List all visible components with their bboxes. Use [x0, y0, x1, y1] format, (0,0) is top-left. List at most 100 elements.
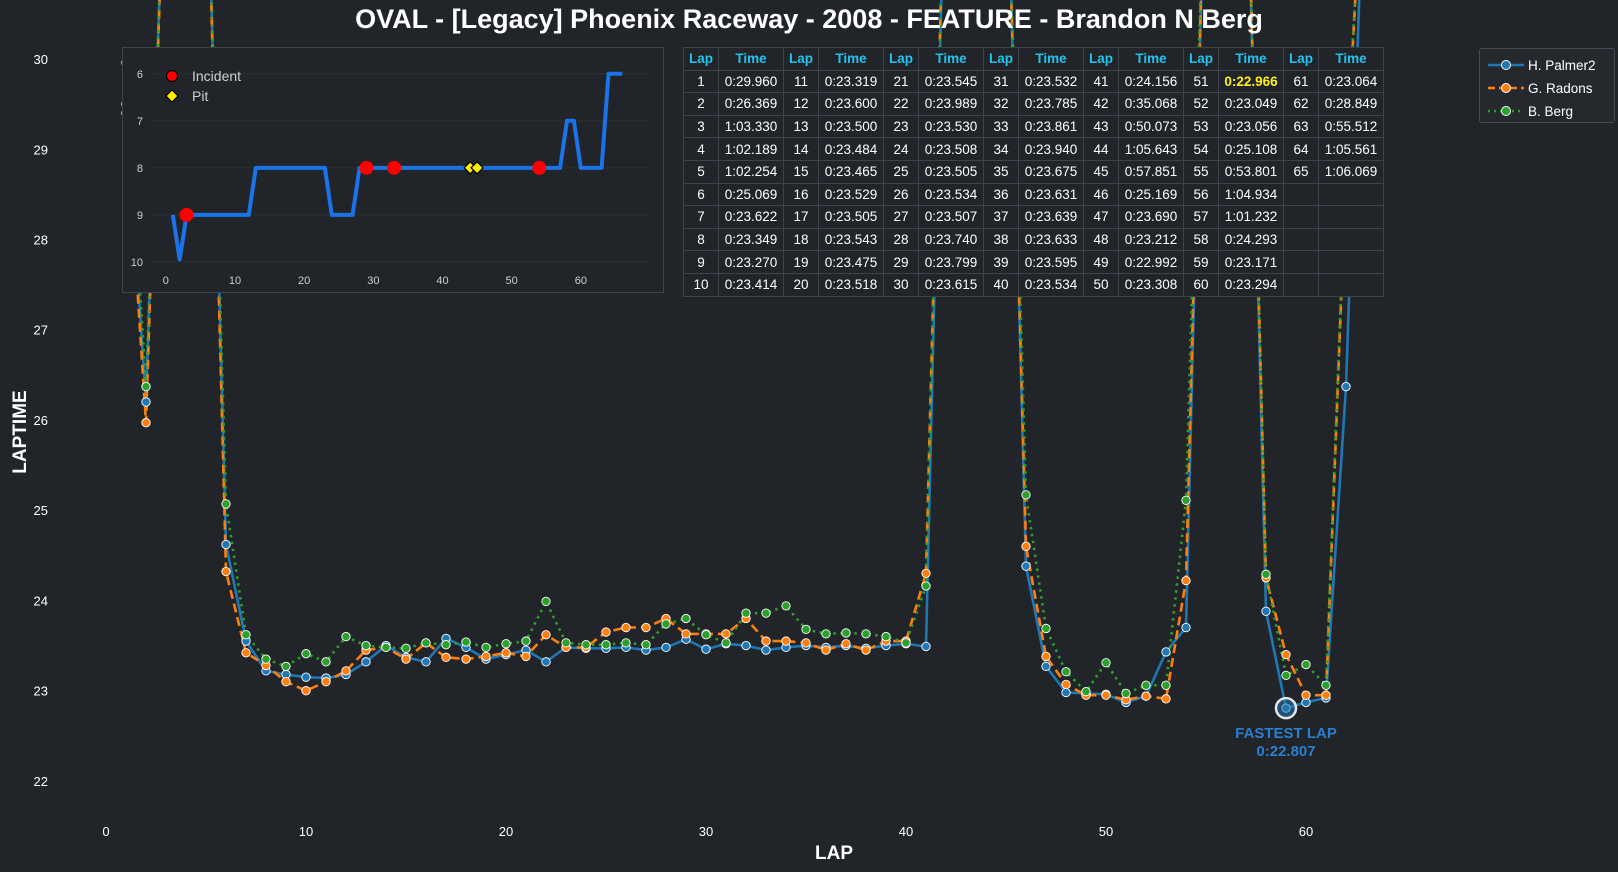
data-point	[1021, 561, 1031, 571]
lap-time-cell: 0:23.675	[1018, 159, 1084, 184]
table-row: 2 0:26.369 12 0:23.600 22 0:23.989 32 0:23.785 4…	[683, 92, 1384, 116]
data-point	[481, 642, 491, 653]
data-point	[461, 654, 471, 664]
lap-time-cell: 1:05.561	[1318, 137, 1384, 161]
data-point	[401, 654, 411, 664]
lap-number-cell: 21	[883, 69, 919, 94]
lap-number-cell: 65	[1283, 159, 1319, 184]
data-point	[861, 629, 871, 639]
data-point	[501, 639, 511, 649]
table-header-lap: Lap	[883, 47, 919, 71]
lap-time-cell: 0:23.530	[918, 114, 984, 139]
lap-time-cell: 0:24.156	[1118, 69, 1184, 94]
table-row: 4 1:02.189 14 0:23.484 24 0:23.508 34 0:23.940 4…	[683, 137, 1384, 161]
lap-time-cell: 0:29.960	[718, 69, 784, 94]
lap-number-cell	[1283, 272, 1319, 297]
lap-time-cell: 0:23.518	[818, 272, 884, 297]
data-point	[781, 636, 791, 646]
lap-time-cell	[1318, 182, 1384, 207]
fastest-lap-label: FASTEST LAP	[1235, 725, 1337, 742]
page-title: OVAL - [Legacy] Phoenix Raceway - 2008 -…	[355, 4, 1263, 34]
data-point	[601, 640, 611, 650]
lap-number-cell: 49	[1083, 250, 1119, 274]
data-point	[801, 638, 811, 648]
data-point	[821, 629, 831, 639]
lap-number-cell: 54	[1183, 137, 1219, 161]
table-header-time: Time	[918, 47, 984, 71]
data-point	[901, 638, 911, 648]
lap-number-cell: 25	[883, 159, 919, 184]
incident-legend-label: Incident	[192, 68, 241, 84]
data-point	[281, 661, 291, 671]
data-point	[681, 629, 691, 639]
data-point	[741, 640, 751, 651]
data-point	[861, 645, 871, 655]
x-axis-label: LAP	[815, 843, 853, 864]
legend-item-berg: B. Berg	[1480, 101, 1614, 122]
legend-label-radons: G. Radons	[1528, 81, 1593, 96]
lap-time-cell: 0:23.049	[1218, 92, 1284, 116]
y-tick-label: 23	[34, 684, 48, 699]
lap-time-cell: 0:23.505	[918, 159, 984, 184]
lap-time-cell: 0:23.740	[918, 227, 984, 252]
inset-y-tick-label: 8	[137, 163, 143, 175]
lap-number-cell	[1283, 227, 1319, 252]
lap-time-cell: 0:23.308	[1118, 272, 1184, 297]
table-header-time: Time	[818, 47, 884, 71]
data-point	[581, 640, 591, 650]
lap-time-cell: 0:25.169	[1118, 182, 1184, 207]
lap-time-cell: 0:26.369	[718, 92, 784, 116]
data-point	[761, 608, 771, 618]
lap-time-cell: 0:23.064	[1318, 69, 1384, 94]
data-point	[541, 630, 551, 640]
data-point	[301, 686, 311, 696]
data-point	[1161, 647, 1171, 657]
lap-time-cell: 0:23.989	[918, 92, 984, 116]
x-tick-label: 60	[1299, 824, 1313, 839]
lap-time-cell: 0:23.270	[718, 250, 784, 274]
lap-time-cell: 0:23.799	[918, 250, 984, 274]
lap-time-cell: 0:23.543	[818, 227, 884, 252]
lap-number-cell: 5	[683, 159, 719, 184]
lap-number-cell: 59	[1183, 250, 1219, 274]
x-tick-label: 0	[102, 824, 109, 839]
data-point	[1181, 495, 1191, 505]
lap-time-cell: 1:02.189	[718, 137, 784, 161]
lap-number-cell: 63	[1283, 114, 1319, 139]
x-tick-label: 40	[899, 824, 913, 839]
table-header-time: Time	[1018, 47, 1084, 71]
data-point	[1281, 649, 1291, 660]
lap-times-table: Lap Time Lap Time Lap Time Lap Time Lap Time Lap Ti…	[683, 47, 1384, 297]
lap-number-cell: 46	[1083, 182, 1119, 207]
data-point	[221, 499, 231, 509]
incident-legend-marker	[165, 69, 179, 83]
lap-time-cell: 0:35.068	[1118, 92, 1184, 116]
lap-number-cell: 26	[883, 182, 919, 207]
data-point	[1301, 690, 1311, 700]
data-point	[481, 651, 491, 662]
table-header-lap: Lap	[983, 47, 1019, 71]
incident-marker	[532, 160, 547, 175]
data-point	[641, 640, 651, 650]
lap-number-cell: 31	[983, 69, 1019, 94]
lap-number-cell: 8	[683, 227, 719, 252]
data-point	[321, 657, 331, 667]
lap-number-cell: 23	[883, 114, 919, 139]
data-point	[341, 666, 351, 676]
lap-time-cell: 0:28.849	[1318, 92, 1384, 116]
lap-time-cell: 0:22.966	[1218, 69, 1284, 94]
data-point	[441, 652, 451, 662]
lap-time-cell: 0:23.484	[818, 137, 884, 161]
lap-time-cell: 1:02.254	[718, 159, 784, 184]
data-point	[1141, 680, 1151, 690]
data-point	[921, 568, 931, 579]
data-point	[1121, 688, 1131, 699]
lap-time-cell: 0:23.294	[1218, 272, 1284, 297]
lap-number-cell: 38	[983, 227, 1019, 252]
lap-number-cell: 56	[1183, 182, 1219, 207]
lap-number-cell: 47	[1083, 205, 1119, 229]
inset-x-tick-label: 0	[163, 275, 169, 287]
lap-number-cell	[1283, 205, 1319, 229]
lap-number-cell: 37	[983, 205, 1019, 229]
